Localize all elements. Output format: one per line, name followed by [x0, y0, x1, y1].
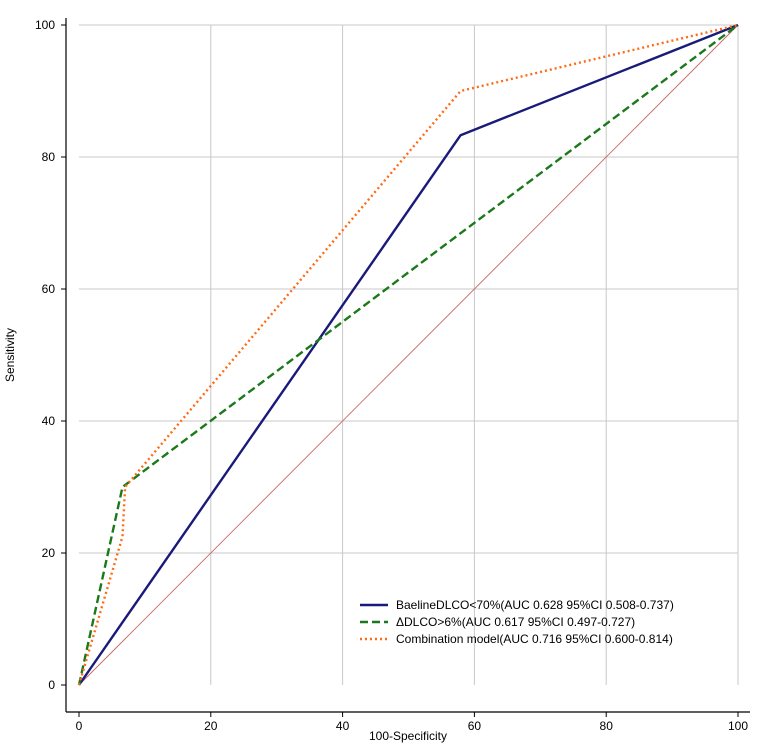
- x-tick-label-20: 20: [204, 719, 218, 733]
- y-tick-label-40: 40: [42, 414, 56, 428]
- y-tick-label-0: 0: [48, 678, 55, 692]
- reference-line: [78, 24, 739, 686]
- series-lines: [77, 23, 739, 686]
- y-tick-label-80: 80: [42, 150, 56, 164]
- axes: [65, 18, 750, 713]
- y-tick-label-20: 20: [42, 546, 56, 560]
- x-tick-label-80: 80: [600, 719, 614, 733]
- x-axis-ticks: 0 20 40 60 80 100: [76, 712, 748, 733]
- reference-diagonal: [78, 24, 739, 686]
- legend-label-3: Combination model(AUC 0.716 95%CI 0.600-…: [396, 632, 673, 646]
- series-line-2: [77, 24, 739, 686]
- x-tick-label-100: 100: [728, 719, 748, 733]
- y-axis-ticks: 0 20 40 60 80 100: [35, 18, 66, 692]
- x-tick-label-0: 0: [76, 719, 83, 733]
- series-line-1: [78, 23, 739, 686]
- x-axis-title: 100-Specificity: [369, 729, 447, 743]
- y-tick-label-100: 100: [35, 18, 55, 32]
- y-axis-title: Sensitivity: [3, 328, 17, 382]
- grid-lines: [79, 24, 739, 685]
- legend-label-1: BaelineDLCO<70%(AUC 0.628 95%CI 0.508-0.…: [396, 598, 674, 612]
- y-tick-label-60: 60: [42, 282, 56, 296]
- legend: BaelineDLCO<70%(AUC 0.628 95%CI 0.508-0.…: [360, 598, 674, 646]
- x-tick-label-40: 40: [336, 719, 350, 733]
- x-tick-label-60: 60: [468, 719, 482, 733]
- legend-label-2: ΔDLCO>6%(AUC 0.617 95%CI 0.497-0.727): [396, 615, 635, 629]
